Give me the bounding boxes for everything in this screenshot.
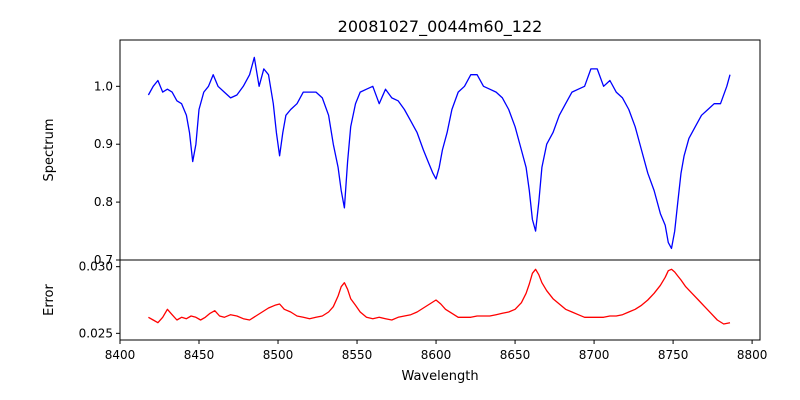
- chart-title: 20081027_0044m60_122: [338, 17, 543, 37]
- error-series-group: [148, 268, 731, 325]
- spectrum-y-tick-label: 1.0: [94, 79, 113, 93]
- spectrum-y-axis-label: Spectrum: [42, 119, 57, 182]
- spectrum-panel: 0.7 0.8 0.9 1.0 Spectrum: [42, 39, 761, 267]
- error-y-axis-label: Error: [42, 284, 57, 316]
- x-tick-label: 8550: [342, 348, 373, 362]
- error-axes-frame: [119, 259, 761, 341]
- spectrum-series-group: [147, 56, 731, 250]
- spectrum-y-tick-label: 0.8: [94, 195, 113, 209]
- error-series-line-0: [148, 268, 731, 325]
- spectrum-y-tick-label: 0.7: [94, 253, 113, 267]
- x-tick-label: 8600: [421, 348, 452, 362]
- x-tick-label: 8700: [579, 348, 610, 362]
- x-tick-label: 8500: [263, 348, 294, 362]
- wavelength-x-ticks: 8400 8450 8500 8550 8600 8650 8700 8750 8800: [105, 340, 768, 362]
- error-y-tick-label: 0.030: [79, 260, 113, 274]
- spectrum-y-tick-label: 0.9: [94, 137, 113, 151]
- error-y-tick-label: 0.025: [79, 326, 113, 340]
- error-y-ticks: 0.025 0.030: [79, 260, 120, 340]
- spectrum-y-ticks: 0.7 0.8 0.9 1.0: [94, 79, 120, 267]
- x-axis-label: Wavelength: [401, 369, 478, 384]
- x-tick-label: 8450: [184, 348, 215, 362]
- spectrum-series-line-0: [147, 56, 731, 250]
- x-tick-label: 8650: [500, 348, 531, 362]
- x-tick-label: 8400: [105, 348, 136, 362]
- x-tick-label: 8800: [737, 348, 768, 362]
- x-tick-label: 8750: [658, 348, 689, 362]
